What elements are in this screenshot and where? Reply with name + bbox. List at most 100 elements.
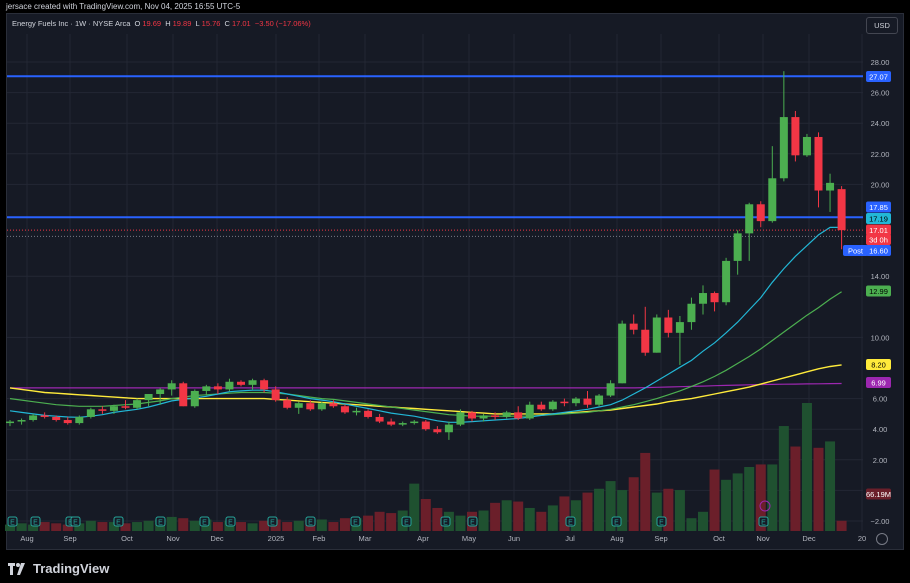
x-tick-label: Oct xyxy=(121,534,134,543)
volume-bar xyxy=(547,505,558,531)
volume-bar xyxy=(16,523,27,531)
candle-body xyxy=(133,400,142,408)
ema-fast-tag-text: 17.19 xyxy=(869,215,888,224)
post-price-tag: 16.60 xyxy=(866,245,891,256)
earnings-marker-text: E xyxy=(10,520,15,527)
volume-bar xyxy=(143,520,154,531)
high-label: H xyxy=(165,19,171,28)
tradingview-logo-icon xyxy=(8,562,25,575)
volume-bar xyxy=(594,488,605,531)
earnings-marker-text: E xyxy=(33,520,38,527)
volume-bar xyxy=(363,515,374,531)
candle-body xyxy=(606,383,615,396)
volume-bar xyxy=(85,520,96,531)
earnings-marker-box xyxy=(440,516,451,527)
candle-body xyxy=(779,117,788,179)
candle-body xyxy=(652,317,661,353)
candle-body xyxy=(329,403,338,407)
candle-body xyxy=(791,117,800,156)
volume-bar xyxy=(236,522,246,531)
candle-body xyxy=(387,421,396,425)
earnings-marker: E xyxy=(350,516,361,527)
candle-body xyxy=(86,409,95,417)
low-value: 15.76 xyxy=(201,19,221,28)
volume-bar xyxy=(651,492,662,531)
candle-body xyxy=(583,398,592,405)
candle-body xyxy=(121,406,130,408)
lightning-icon xyxy=(759,500,771,512)
candle-body xyxy=(814,136,823,191)
earnings-marker-text: E xyxy=(470,520,475,527)
candle-body xyxy=(213,386,222,390)
countdown-tag-text: 3d 0h xyxy=(869,236,888,245)
candle-body xyxy=(317,403,326,410)
candle-body xyxy=(190,390,199,407)
volume-bar xyxy=(28,524,39,531)
volume-bar xyxy=(247,523,258,531)
volume-bar xyxy=(501,500,512,531)
gear-icon[interactable] xyxy=(876,533,888,545)
volume-bar xyxy=(732,473,743,531)
volume-bar xyxy=(605,481,616,531)
volume-bar xyxy=(328,522,339,531)
y-tick-label: 28.00 xyxy=(871,58,890,67)
candle-body xyxy=(398,423,407,425)
earnings-marker-box xyxy=(656,516,667,527)
earnings-marker: E xyxy=(565,516,576,527)
level-tag-top: 27.07 xyxy=(866,71,891,82)
earnings-marker: E xyxy=(30,516,41,527)
volume-bar xyxy=(790,446,801,531)
candle-body xyxy=(98,409,107,411)
change-value: −3.50 (−17.06%) xyxy=(254,19,311,28)
earnings-marker: E xyxy=(70,516,81,527)
post-label-text: Post xyxy=(848,247,864,256)
candle-body xyxy=(29,415,38,421)
currency-button[interactable]: USD xyxy=(866,17,898,34)
level-tag-mid-bg xyxy=(866,201,891,213)
volume-bar xyxy=(698,511,708,531)
candle-body xyxy=(525,404,534,419)
candle-body xyxy=(664,317,673,333)
earnings-marker-text: E xyxy=(308,520,313,527)
volume-bar xyxy=(339,518,350,531)
earnings-marker-text: E xyxy=(270,520,275,527)
candle-body xyxy=(722,260,731,303)
volume-bar xyxy=(39,522,50,531)
volume-tag-text: 66.19M xyxy=(866,490,891,499)
y-tick-label: 6.00 xyxy=(873,395,888,404)
earnings-marker-box xyxy=(7,516,18,527)
x-tick-label: Apr xyxy=(417,534,429,543)
earnings-marker-text: E xyxy=(353,520,358,527)
volume-bar xyxy=(559,496,570,531)
volume-bar xyxy=(282,522,293,531)
x-tick-label: Aug xyxy=(610,534,623,543)
volume-bar xyxy=(120,523,131,531)
chart-frame[interactable] xyxy=(6,13,904,550)
candle-body xyxy=(826,182,835,191)
x-tick-label: Aug xyxy=(20,534,33,543)
candle-body xyxy=(283,400,292,408)
open-label: O xyxy=(134,19,141,28)
y-tick-label: 20.00 xyxy=(871,180,890,189)
volume-bar xyxy=(744,467,755,531)
earnings-marker: E xyxy=(401,516,412,527)
volume-bar xyxy=(813,447,824,531)
brand[interactable]: TradingView xyxy=(8,561,109,576)
volume-bar xyxy=(62,524,73,531)
brand-name: TradingView xyxy=(33,561,110,576)
candle-body xyxy=(699,293,707,304)
volume-bar xyxy=(212,522,223,531)
earnings-marker-box xyxy=(565,516,576,527)
y-tick-label: 2.00 xyxy=(873,456,888,465)
volume-bar xyxy=(178,518,189,531)
candle-body xyxy=(687,303,696,323)
candle-body xyxy=(444,424,453,433)
volume-bar xyxy=(97,522,108,531)
volume-bar xyxy=(478,510,489,531)
earnings-marker-text: E xyxy=(614,520,619,527)
volume-bar xyxy=(755,464,766,531)
earnings-marker-box xyxy=(401,516,412,527)
candle-body xyxy=(167,383,176,390)
volume-bar xyxy=(108,522,119,531)
